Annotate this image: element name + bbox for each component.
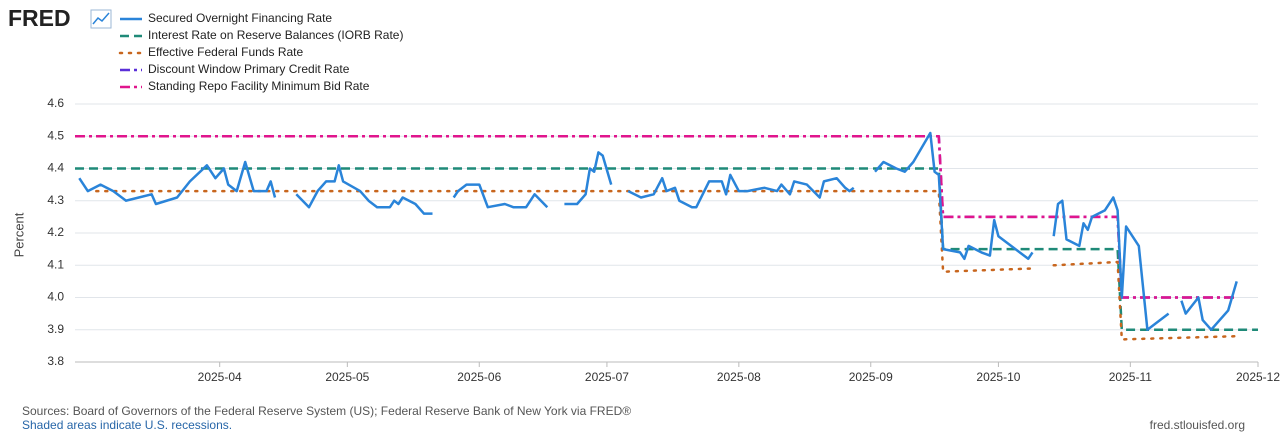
x-tick-label: 2025-07 [585, 370, 629, 384]
y-axis-label: Percent [11, 212, 26, 257]
series-line [75, 167, 1258, 331]
x-tick-label: 2025-12 [1236, 370, 1280, 384]
legend-label: Discount Window Primary Credit Rate [148, 62, 350, 76]
x-tick-label: 2025-05 [325, 370, 369, 384]
recession-note[interactable]: Shaded areas indicate U.S. recessions. [22, 418, 232, 432]
x-tick-label: 2025-11 [1109, 370, 1152, 384]
y-tick-label: 4.5 [47, 128, 64, 142]
x-tick-label: 2025-04 [198, 370, 242, 384]
y-tick-label: 3.9 [47, 322, 64, 336]
series-line [75, 134, 1237, 299]
series-line [78, 131, 1238, 331]
y-tick-label: 4.6 [47, 96, 64, 110]
legend-label: Interest Rate on Reserve Balances (IORB … [148, 28, 403, 42]
x-tick-label: 2025-06 [457, 370, 501, 384]
y-tick-label: 4.2 [47, 225, 64, 239]
brand-logo: FRED [8, 5, 71, 31]
logo-icon [90, 9, 112, 29]
y-tick-label: 4.4 [47, 161, 64, 175]
legend-label: Secured Overnight Financing Rate [148, 11, 332, 25]
y-tick-label: 4.3 [47, 193, 64, 207]
x-tick-label: 2025-10 [976, 370, 1020, 384]
site-url[interactable]: fred.stlouisfed.org [1150, 418, 1245, 432]
y-tick-label: 3.8 [47, 354, 64, 368]
series-line [75, 134, 1237, 299]
legend-label: Standing Repo Facility Minimum Bid Rate [148, 79, 370, 93]
legend-label: Effective Federal Funds Rate [148, 45, 304, 59]
y-tick-label: 4.0 [47, 290, 64, 304]
sources: Sources: Board of Governors of the Feder… [22, 404, 631, 418]
x-tick-label: 2025-08 [717, 370, 761, 384]
x-tick-label: 2025-09 [849, 370, 893, 384]
y-tick-label: 4.1 [47, 257, 64, 271]
